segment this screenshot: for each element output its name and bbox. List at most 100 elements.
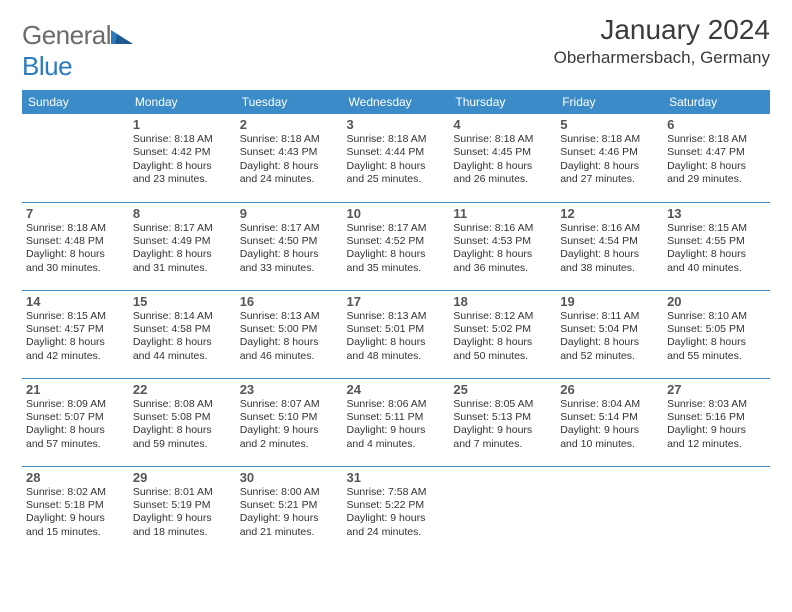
day-info: Sunrise: 8:02 AMSunset: 5:18 PMDaylight:… xyxy=(26,486,125,540)
calendar-day-cell: 13Sunrise: 8:15 AMSunset: 4:55 PMDayligh… xyxy=(663,202,770,290)
day-info: Sunrise: 7:58 AMSunset: 5:22 PMDaylight:… xyxy=(347,486,446,540)
day-number: 1 xyxy=(133,117,232,132)
day-number: 14 xyxy=(26,294,125,309)
calendar-day-cell xyxy=(22,114,129,202)
calendar-day-cell: 25Sunrise: 8:05 AMSunset: 5:13 PMDayligh… xyxy=(449,378,556,466)
calendar-day-cell: 29Sunrise: 8:01 AMSunset: 5:19 PMDayligh… xyxy=(129,466,236,554)
day-number: 17 xyxy=(347,294,446,309)
calendar-week-row: 14Sunrise: 8:15 AMSunset: 4:57 PMDayligh… xyxy=(22,290,770,378)
day-info: Sunrise: 8:15 AMSunset: 4:55 PMDaylight:… xyxy=(667,222,766,276)
day-info: Sunrise: 8:18 AMSunset: 4:44 PMDaylight:… xyxy=(347,133,446,187)
calendar-table: SundayMondayTuesdayWednesdayThursdayFrid… xyxy=(22,90,770,554)
day-header: Sunday xyxy=(22,90,129,114)
calendar-day-cell: 30Sunrise: 8:00 AMSunset: 5:21 PMDayligh… xyxy=(236,466,343,554)
calendar-day-cell: 8Sunrise: 8:17 AMSunset: 4:49 PMDaylight… xyxy=(129,202,236,290)
calendar-body: 1Sunrise: 8:18 AMSunset: 4:42 PMDaylight… xyxy=(22,114,770,554)
day-number: 23 xyxy=(240,382,339,397)
calendar-day-cell: 14Sunrise: 8:15 AMSunset: 4:57 PMDayligh… xyxy=(22,290,129,378)
day-info: Sunrise: 8:09 AMSunset: 5:07 PMDaylight:… xyxy=(26,398,125,452)
title-block: January 2024 Oberharmersbach, Germany xyxy=(554,14,770,68)
day-header: Friday xyxy=(556,90,663,114)
day-number: 27 xyxy=(667,382,766,397)
day-number: 25 xyxy=(453,382,552,397)
day-info: Sunrise: 8:04 AMSunset: 5:14 PMDaylight:… xyxy=(560,398,659,452)
calendar-day-cell: 2Sunrise: 8:18 AMSunset: 4:43 PMDaylight… xyxy=(236,114,343,202)
logo-text-general: General xyxy=(22,20,111,50)
day-info: Sunrise: 8:18 AMSunset: 4:45 PMDaylight:… xyxy=(453,133,552,187)
day-header: Tuesday xyxy=(236,90,343,114)
day-info: Sunrise: 8:18 AMSunset: 4:42 PMDaylight:… xyxy=(133,133,232,187)
day-info: Sunrise: 8:11 AMSunset: 5:04 PMDaylight:… xyxy=(560,310,659,364)
calendar-day-cell: 10Sunrise: 8:17 AMSunset: 4:52 PMDayligh… xyxy=(343,202,450,290)
calendar-day-cell xyxy=(556,466,663,554)
calendar-day-cell: 9Sunrise: 8:17 AMSunset: 4:50 PMDaylight… xyxy=(236,202,343,290)
day-info: Sunrise: 8:18 AMSunset: 4:46 PMDaylight:… xyxy=(560,133,659,187)
day-info: Sunrise: 8:06 AMSunset: 5:11 PMDaylight:… xyxy=(347,398,446,452)
calendar-week-row: 28Sunrise: 8:02 AMSunset: 5:18 PMDayligh… xyxy=(22,466,770,554)
day-number: 16 xyxy=(240,294,339,309)
logo-text-blue: Blue xyxy=(22,51,72,81)
day-info: Sunrise: 8:13 AMSunset: 5:01 PMDaylight:… xyxy=(347,310,446,364)
day-number: 24 xyxy=(347,382,446,397)
calendar-day-cell: 4Sunrise: 8:18 AMSunset: 4:45 PMDaylight… xyxy=(449,114,556,202)
day-number: 6 xyxy=(667,117,766,132)
calendar-day-cell: 17Sunrise: 8:13 AMSunset: 5:01 PMDayligh… xyxy=(343,290,450,378)
day-number: 3 xyxy=(347,117,446,132)
calendar-day-cell: 22Sunrise: 8:08 AMSunset: 5:08 PMDayligh… xyxy=(129,378,236,466)
day-number: 12 xyxy=(560,206,659,221)
day-number: 29 xyxy=(133,470,232,485)
day-number: 31 xyxy=(347,470,446,485)
logo-flag-icon xyxy=(111,26,133,44)
calendar-header-row: SundayMondayTuesdayWednesdayThursdayFrid… xyxy=(22,90,770,114)
day-info: Sunrise: 8:17 AMSunset: 4:50 PMDaylight:… xyxy=(240,222,339,276)
day-number: 11 xyxy=(453,206,552,221)
day-info: Sunrise: 8:17 AMSunset: 4:49 PMDaylight:… xyxy=(133,222,232,276)
calendar-day-cell: 24Sunrise: 8:06 AMSunset: 5:11 PMDayligh… xyxy=(343,378,450,466)
day-info: Sunrise: 8:08 AMSunset: 5:08 PMDaylight:… xyxy=(133,398,232,452)
day-number: 9 xyxy=(240,206,339,221)
logo: GeneralBlue xyxy=(22,20,133,82)
day-info: Sunrise: 8:01 AMSunset: 5:19 PMDaylight:… xyxy=(133,486,232,540)
day-info: Sunrise: 8:16 AMSunset: 4:53 PMDaylight:… xyxy=(453,222,552,276)
day-number: 22 xyxy=(133,382,232,397)
calendar-day-cell: 20Sunrise: 8:10 AMSunset: 5:05 PMDayligh… xyxy=(663,290,770,378)
day-number: 5 xyxy=(560,117,659,132)
day-number: 13 xyxy=(667,206,766,221)
day-number: 7 xyxy=(26,206,125,221)
day-info: Sunrise: 8:18 AMSunset: 4:47 PMDaylight:… xyxy=(667,133,766,187)
day-number: 20 xyxy=(667,294,766,309)
calendar-day-cell: 21Sunrise: 8:09 AMSunset: 5:07 PMDayligh… xyxy=(22,378,129,466)
day-info: Sunrise: 8:16 AMSunset: 4:54 PMDaylight:… xyxy=(560,222,659,276)
calendar-day-cell: 11Sunrise: 8:16 AMSunset: 4:53 PMDayligh… xyxy=(449,202,556,290)
month-title: January 2024 xyxy=(554,14,770,46)
calendar-day-cell: 12Sunrise: 8:16 AMSunset: 4:54 PMDayligh… xyxy=(556,202,663,290)
day-info: Sunrise: 8:05 AMSunset: 5:13 PMDaylight:… xyxy=(453,398,552,452)
calendar-day-cell: 23Sunrise: 8:07 AMSunset: 5:10 PMDayligh… xyxy=(236,378,343,466)
calendar-day-cell: 31Sunrise: 7:58 AMSunset: 5:22 PMDayligh… xyxy=(343,466,450,554)
day-number: 10 xyxy=(347,206,446,221)
day-number: 8 xyxy=(133,206,232,221)
calendar-day-cell: 28Sunrise: 8:02 AMSunset: 5:18 PMDayligh… xyxy=(22,466,129,554)
calendar-day-cell: 7Sunrise: 8:18 AMSunset: 4:48 PMDaylight… xyxy=(22,202,129,290)
calendar-day-cell: 3Sunrise: 8:18 AMSunset: 4:44 PMDaylight… xyxy=(343,114,450,202)
header: GeneralBlue January 2024 Oberharmersbach… xyxy=(22,14,770,82)
day-info: Sunrise: 8:18 AMSunset: 4:43 PMDaylight:… xyxy=(240,133,339,187)
day-number: 2 xyxy=(240,117,339,132)
calendar-week-row: 1Sunrise: 8:18 AMSunset: 4:42 PMDaylight… xyxy=(22,114,770,202)
calendar-day-cell xyxy=(663,466,770,554)
logo-text: GeneralBlue xyxy=(22,20,133,82)
day-number: 30 xyxy=(240,470,339,485)
calendar-day-cell: 26Sunrise: 8:04 AMSunset: 5:14 PMDayligh… xyxy=(556,378,663,466)
calendar-day-cell: 19Sunrise: 8:11 AMSunset: 5:04 PMDayligh… xyxy=(556,290,663,378)
day-number: 15 xyxy=(133,294,232,309)
day-info: Sunrise: 8:07 AMSunset: 5:10 PMDaylight:… xyxy=(240,398,339,452)
day-info: Sunrise: 8:03 AMSunset: 5:16 PMDaylight:… xyxy=(667,398,766,452)
day-header: Saturday xyxy=(663,90,770,114)
day-info: Sunrise: 8:17 AMSunset: 4:52 PMDaylight:… xyxy=(347,222,446,276)
calendar-day-cell: 15Sunrise: 8:14 AMSunset: 4:58 PMDayligh… xyxy=(129,290,236,378)
day-info: Sunrise: 8:18 AMSunset: 4:48 PMDaylight:… xyxy=(26,222,125,276)
calendar-day-cell: 1Sunrise: 8:18 AMSunset: 4:42 PMDaylight… xyxy=(129,114,236,202)
day-info: Sunrise: 8:00 AMSunset: 5:21 PMDaylight:… xyxy=(240,486,339,540)
day-info: Sunrise: 8:15 AMSunset: 4:57 PMDaylight:… xyxy=(26,310,125,364)
calendar-day-cell: 27Sunrise: 8:03 AMSunset: 5:16 PMDayligh… xyxy=(663,378,770,466)
